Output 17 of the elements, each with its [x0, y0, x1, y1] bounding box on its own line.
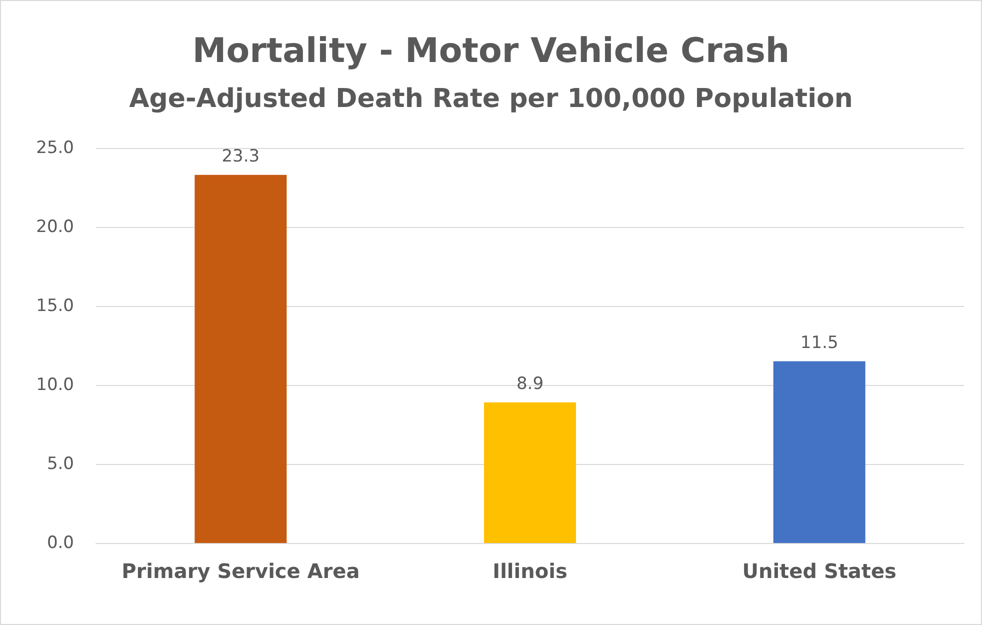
x-tick-label: Primary Service Area: [122, 559, 360, 583]
chart-title: Mortality - Motor Vehicle Crash: [192, 31, 790, 71]
x-tick-label: United States: [742, 559, 896, 583]
data-label: 11.5: [800, 332, 838, 353]
bar: [773, 361, 866, 543]
bar: [194, 174, 287, 543]
data-label: 23.3: [222, 146, 260, 166]
chart-subtitle: Age-Adjusted Death Rate per 100,000 Population: [129, 84, 853, 114]
bar: [484, 402, 576, 543]
data-label: 8.9: [516, 374, 544, 394]
y-tick-label: 20.0: [36, 217, 74, 237]
y-tick-label: 10.0: [36, 375, 74, 395]
y-tick-label: 5.0: [46, 454, 74, 474]
x-tick-label: Illinois: [492, 559, 568, 583]
y-tick-label: 15.0: [36, 296, 74, 316]
y-tick-label: 25.0: [36, 138, 74, 158]
y-tick-label: 0.0: [46, 533, 74, 553]
